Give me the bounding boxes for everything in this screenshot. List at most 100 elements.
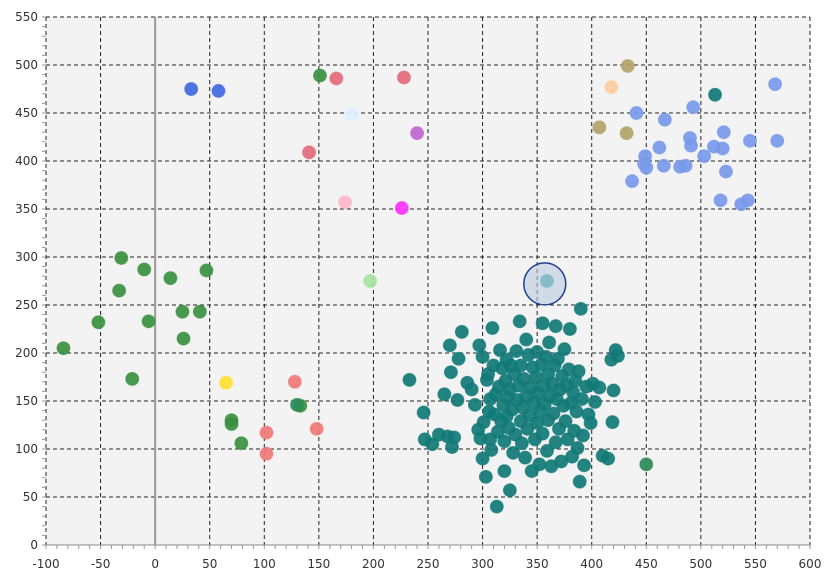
y-tick-label: 350 [15,202,38,216]
data-point [657,112,672,127]
x-tick-label: 200 [362,557,385,571]
data-point [715,141,730,156]
data-point [546,406,561,421]
data-point [539,443,554,458]
data-point [443,365,458,380]
data-point [550,351,565,366]
data-point [451,351,466,366]
data-point [312,68,327,83]
data-point [290,397,305,412]
data-point [548,435,563,450]
data-point [605,415,620,430]
data-point [592,120,607,135]
data-point [625,174,640,189]
data-point [489,499,504,514]
highlight-circle [523,262,567,306]
data-point [219,375,234,390]
data-point [592,380,607,395]
data-point [454,324,469,339]
data-point [562,322,577,336]
x-tick-label: 100 [253,557,276,571]
data-point [259,446,274,461]
y-tick-label: 450 [15,106,38,120]
data-point [652,140,667,155]
data-point [467,397,482,412]
data-point [199,263,214,278]
data-point [558,414,573,429]
data-point [309,421,324,436]
data-point [604,80,619,95]
data-point [344,106,359,121]
x-tick-label: 150 [307,557,330,571]
data-point [224,417,239,432]
data-point [574,392,589,407]
data-point [512,314,527,329]
x-tick-label: -100 [32,557,59,571]
data-point [678,158,693,173]
y-tick-label: 200 [15,346,38,360]
x-tick-label: 250 [417,557,440,571]
data-point [396,70,411,85]
data-point [56,341,71,356]
x-tick-label: 400 [580,557,603,571]
data-point [506,445,521,460]
data-point [493,343,508,358]
x-tick-label: 50 [202,557,217,571]
data-point [619,126,634,141]
data-point [402,372,417,387]
x-tick-label: 450 [635,557,658,571]
data-point [570,441,585,456]
data-point [610,348,625,363]
data-point [542,335,557,350]
x-tick-label: 0 [151,557,159,571]
data-point [639,457,654,472]
data-point [656,158,671,173]
data-point [713,193,728,208]
data-point [137,262,152,277]
data-point [620,58,635,73]
data-point [437,387,452,402]
data-point [478,469,493,484]
data-point [472,338,487,353]
data-point [532,457,547,472]
data-point [394,201,409,216]
tick-labels: -100 -50 0 50 100 150 200 250 300 350 400 450 500 550… [15,10,821,571]
data-point [629,106,644,120]
y-tick-label: 150 [15,394,38,408]
data-point [475,451,490,466]
x-tick-label: -50 [91,557,111,571]
data-point [91,315,106,330]
data-point [176,331,191,346]
data-point [363,274,378,288]
grid-lines [45,16,811,546]
data-point [557,342,572,357]
data-point [497,434,512,449]
data-point [686,100,701,115]
data-point [716,125,731,140]
data-point [509,344,524,359]
data-point [639,160,654,175]
data-point [287,374,302,389]
data-point [518,450,533,465]
data-point [338,195,353,210]
x-tick-label: 500 [689,557,712,571]
data-point [573,301,588,316]
data-point [184,82,199,96]
data-point [718,164,733,179]
data-point [497,464,512,479]
data-point [112,283,127,298]
x-tick-label: 600 [799,557,822,571]
data-point [569,404,584,419]
data-point [329,71,344,86]
data-point [577,458,592,473]
data-point [163,271,178,286]
data-point [125,371,140,386]
data-point [708,87,723,102]
data-point [447,430,462,445]
x-tick-label: 300 [471,557,494,571]
data-point [572,474,587,489]
y-tick-label: 250 [15,298,38,312]
data-point [575,428,590,443]
